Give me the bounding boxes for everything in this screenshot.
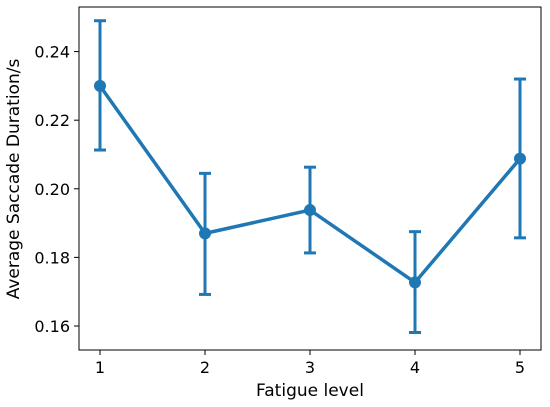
y-tick-label: 0.18 (34, 248, 70, 267)
x-tick-label: 2 (200, 358, 210, 377)
y-tick-label: 0.22 (34, 111, 70, 130)
x-tick-label: 1 (95, 358, 105, 377)
data-point (304, 204, 316, 217)
y-tick-label: 0.20 (34, 180, 70, 199)
data-point (199, 227, 211, 240)
y-axis-label: Average Saccade Duration/s (4, 59, 24, 300)
x-tick-label: 4 (410, 358, 420, 377)
x-tick-label: 5 (515, 358, 525, 377)
data-point (94, 79, 106, 92)
data-point (409, 276, 421, 289)
y-tick-label: 0.16 (34, 317, 70, 336)
x-axis-label: Fatigue level (256, 381, 364, 401)
axes: 1 2 3 4 5 0.16 0.18 0.20 0.22 0.24 (34, 43, 525, 377)
plot-marks (94, 19, 526, 335)
plot-frame (78, 6, 542, 351)
y-tick-label: 0.24 (34, 43, 70, 62)
data-point (514, 152, 526, 165)
x-tick-label: 3 (305, 358, 315, 377)
